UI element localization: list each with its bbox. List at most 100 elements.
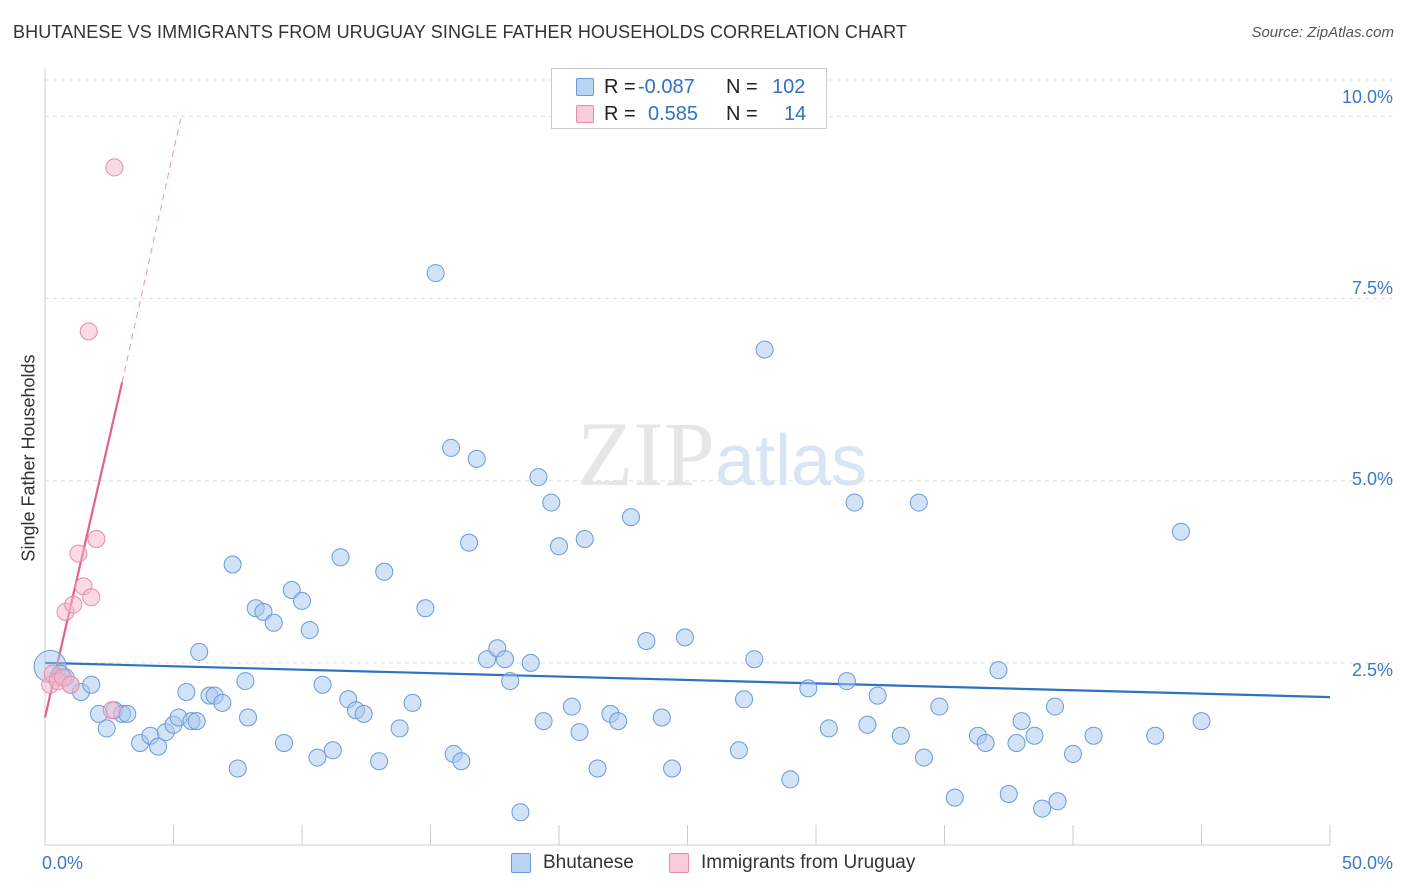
pink-swatch-icon [576, 105, 594, 123]
watermark: ZIPatlas [577, 403, 867, 505]
bhutanese-point [442, 438, 461, 457]
y-tick-label: 5.0% [1351, 469, 1393, 489]
bhutanese-point [467, 449, 486, 468]
bhutanese-point [452, 752, 471, 771]
bhutanese-point [914, 748, 933, 767]
bhutanese-point [416, 599, 435, 618]
n-label: N = [726, 102, 758, 125]
n-value: 102 [772, 75, 806, 98]
bhutanese-point [845, 493, 864, 512]
bhutanese-point [534, 712, 553, 731]
bhutanese-point [799, 679, 818, 698]
bhutanese-point [755, 340, 774, 359]
legend-item-uruguay: Immigrants from Uruguay [669, 852, 915, 874]
legend-row-uruguay: R = 0.585 N = 14 [576, 103, 806, 125]
y-tick-label: 7.5% [1351, 278, 1393, 298]
legend-label: Immigrants from Uruguay [701, 852, 916, 873]
bhutanese-point [1007, 734, 1026, 752]
bhutanese-point [542, 493, 561, 512]
bhutanese-point [588, 759, 607, 778]
chart-title: BHUTANESE VS IMMIGRANTS FROM URUGUAY SIN… [13, 22, 908, 42]
bhutanese-point [82, 675, 101, 694]
bhutanese-point [236, 672, 255, 691]
points-layer [33, 158, 1211, 822]
bhutanese-point [521, 653, 540, 672]
uruguay-point [69, 544, 88, 563]
bhutanese-point [575, 530, 594, 548]
bhutanese-point [1146, 726, 1165, 745]
bhutanese-point [945, 788, 964, 807]
uruguay-trend-extension [121, 116, 182, 383]
bhutanese-point [1084, 726, 1103, 745]
bhutanese-point [118, 704, 137, 723]
bhutanese-point [331, 548, 350, 567]
bhutanese-point [375, 562, 394, 581]
bhutanese-point [1033, 799, 1052, 818]
bhutanese-point [354, 704, 373, 723]
bhutanese-point [609, 712, 628, 731]
bhutanese-point [426, 264, 445, 283]
uruguay-point [61, 675, 80, 694]
legend-row-bhutanese: R = -0.087 N = 102 [576, 76, 805, 98]
bhutanese-point [228, 759, 247, 778]
bhutanese-point [989, 661, 1008, 680]
bhutanese-point [819, 719, 838, 738]
r-value: -0.087 [638, 75, 695, 98]
pink-swatch-icon [669, 853, 689, 873]
bhutanese-point [675, 628, 694, 647]
bhutanese-point [745, 650, 764, 669]
bhutanese-point [239, 708, 258, 727]
bhutanese-trend-line [44, 661, 1331, 699]
bhutanese-point [637, 632, 656, 650]
bhutanese-point [293, 591, 311, 610]
blue-swatch-icon [511, 853, 531, 873]
bhutanese-point [652, 708, 671, 727]
bhutanese-point [511, 803, 530, 822]
bhutanese-point [1064, 744, 1082, 763]
bhutanese-point [550, 537, 568, 556]
bhutanese-point [858, 715, 877, 734]
bhutanese-point [891, 726, 910, 745]
bhutanese-point [213, 693, 232, 712]
x-tick-label: 0.0% [42, 853, 84, 873]
bhutanese-point [275, 734, 294, 752]
bhutanese-point [223, 555, 242, 574]
bhutanese-point [837, 672, 856, 691]
bhutanese-point [930, 697, 949, 716]
bhutanese-point [187, 712, 206, 731]
y-axis-label: Single Father Households [18, 354, 39, 562]
bhutanese-point [97, 719, 116, 738]
uruguay-point [64, 595, 83, 614]
r-label: R = [604, 75, 636, 98]
bhutanese-point [663, 759, 682, 778]
bhutanese-point [1012, 712, 1031, 731]
uruguay-point [82, 588, 101, 607]
bhutanese-point [190, 642, 209, 661]
watermark-atlas: atlas [715, 421, 867, 501]
bhutanese-point [1025, 726, 1044, 745]
bhutanese-point [735, 690, 754, 709]
bhutanese-point [313, 675, 332, 694]
legend-item-bhutanese: Bhutanese [511, 852, 634, 874]
uruguay-point [87, 530, 106, 548]
n-value: 14 [784, 102, 807, 125]
uruguay-point [79, 322, 98, 341]
bhutanese-point [729, 741, 748, 760]
x-tick-label: 50.0% [1341, 853, 1393, 873]
bhutanese-point [300, 621, 319, 640]
bhutanese-point [460, 533, 479, 552]
r-value: 0.585 [648, 102, 699, 125]
grid-layer [45, 79, 1392, 664]
bhutanese-point [909, 493, 928, 512]
bhutanese-point [501, 672, 520, 691]
bhutanese-point [1171, 522, 1190, 541]
uruguay-point [102, 701, 121, 720]
y-tick-label: 10.0% [1341, 87, 1393, 107]
bhutanese-point [570, 723, 589, 742]
y-tick-label: 2.5% [1351, 660, 1393, 680]
n-label: N = [726, 75, 758, 98]
bhutanese-point [621, 508, 640, 527]
bhutanese-point [496, 650, 515, 669]
bhutanese-point [562, 697, 581, 716]
